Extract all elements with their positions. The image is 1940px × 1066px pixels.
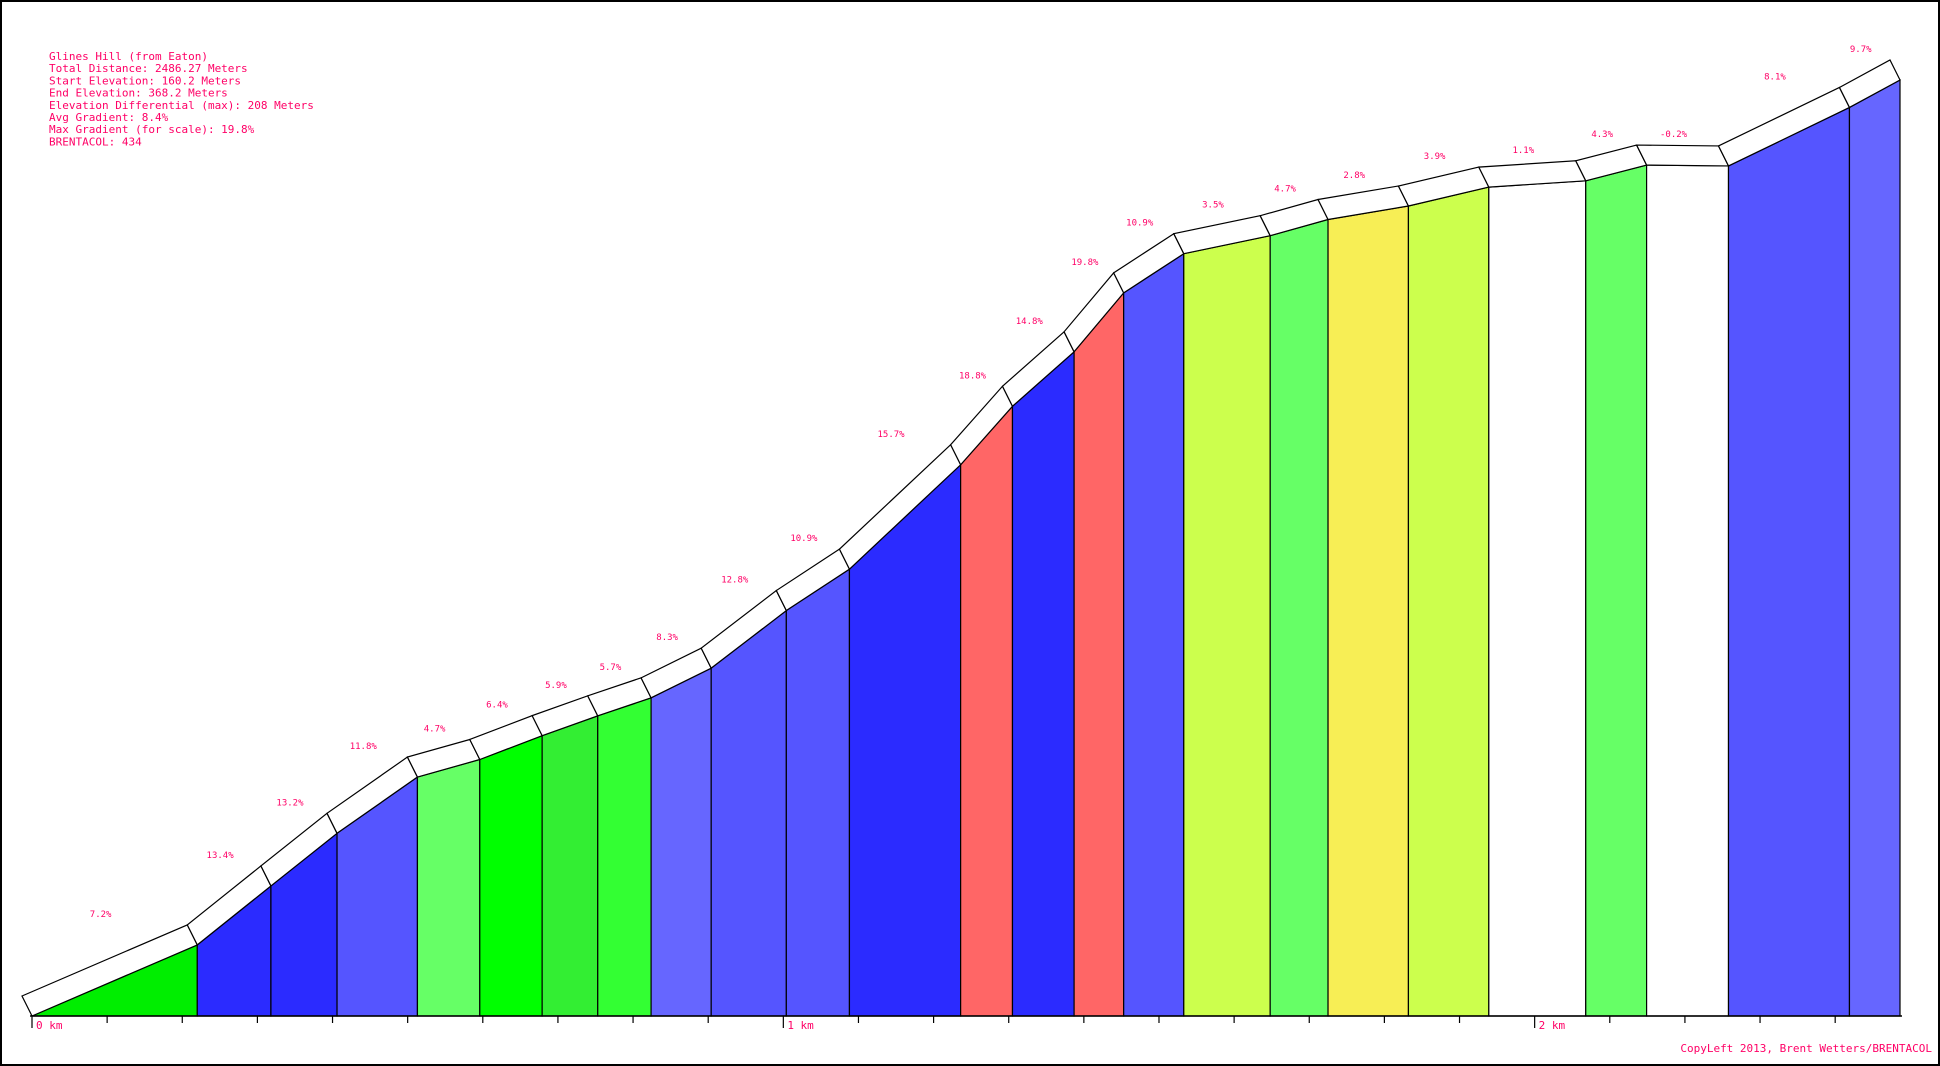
copyleft-footer: CopyLeft 2013, Brent Wetters/BRENTACOL xyxy=(1680,1042,1932,1055)
info-line: Glines Hill (from Eaton) xyxy=(49,50,208,63)
profile-segment-5 xyxy=(416,758,481,1017)
grade-label: 1.1% xyxy=(1512,146,1534,156)
profile-segment-19 xyxy=(1327,205,1410,1017)
grade-label: 9.7% xyxy=(1850,45,1872,55)
grade-label: 10.9% xyxy=(1126,219,1154,229)
grade-label: 6.4% xyxy=(486,701,508,711)
profile-segment-11 xyxy=(785,568,851,1017)
grade-label: 11.8% xyxy=(350,742,378,752)
info-line: BRENTACOL: 434 xyxy=(49,135,142,148)
grade-label: 18.8% xyxy=(959,371,987,381)
grade-label: 5.9% xyxy=(545,681,567,691)
x-tick-label: 1 km xyxy=(787,1019,814,1032)
grade-label: 5.7% xyxy=(600,663,622,673)
profile-segment-21 xyxy=(1488,180,1587,1017)
grade-label: 8.3% xyxy=(656,633,678,643)
segments-layer xyxy=(31,78,1901,1017)
info-line: Avg Gradient: 8.4% xyxy=(49,111,169,124)
grade-label: 15.7% xyxy=(877,430,905,440)
grade-label: 3.9% xyxy=(1424,152,1446,162)
grade-label: -0.2% xyxy=(1660,130,1688,140)
profile-segment-9 xyxy=(650,667,712,1017)
grade-label: 4.7% xyxy=(424,725,446,735)
info-block: Glines Hill (from Eaton)Total Distance: … xyxy=(49,50,314,148)
profile-segment-15 xyxy=(1073,291,1125,1017)
profile-segment-10 xyxy=(710,609,787,1017)
profile-segment-7 xyxy=(541,714,599,1017)
info-line: Max Gradient (for scale): 19.8% xyxy=(49,123,255,136)
grade-label: 14.8% xyxy=(1016,317,1044,327)
ribbon-segment-23 xyxy=(1635,144,1730,167)
profile-segment-23 xyxy=(1646,164,1730,1017)
profile-segment-22 xyxy=(1585,164,1648,1017)
profile-segment-14 xyxy=(1011,350,1075,1017)
info-line: Start Elevation: 160.2 Meters xyxy=(49,74,241,87)
profile-segment-6 xyxy=(479,734,543,1017)
profile-segment-16 xyxy=(1123,252,1185,1017)
info-line: End Elevation: 368.2 Meters xyxy=(49,87,228,100)
grade-label: 4.7% xyxy=(1274,185,1296,195)
ribbon-segment-25 xyxy=(1838,59,1901,109)
x-tick-label: 2 km xyxy=(1539,1019,1566,1032)
profile-segment-25 xyxy=(1848,78,1901,1017)
grade-labels-layer: 7.2% 13.4% 13.2% 11.8% 4.7% 6.4% 5.9% 5.7% 8.3% 1… xyxy=(90,45,1872,920)
ribbon-layer xyxy=(21,59,1901,1017)
x-tick-label: 0 km xyxy=(36,1019,63,1032)
profile-segment-13 xyxy=(960,404,1014,1017)
profile-segment-20 xyxy=(1407,186,1490,1017)
grade-label: 8.1% xyxy=(1764,72,1786,82)
grade-label: 7.2% xyxy=(90,910,112,920)
grade-label: 4.3% xyxy=(1591,130,1613,140)
info-line: Total Distance: 2486.27 Meters xyxy=(49,62,248,75)
grade-label: 10.9% xyxy=(790,534,818,544)
info-line: Elevation Differential (max): 208 Meters xyxy=(49,99,314,112)
grade-label: 12.8% xyxy=(721,576,749,586)
grade-label: 13.4% xyxy=(207,851,235,861)
grade-label: 3.5% xyxy=(1202,201,1224,211)
profile-segment-17 xyxy=(1183,234,1271,1017)
grade-label: 19.8% xyxy=(1071,258,1099,268)
profile-segment-8 xyxy=(597,697,652,1017)
profile-segment-18 xyxy=(1269,218,1329,1017)
grade-label: 13.2% xyxy=(276,798,304,808)
grade-label: 2.8% xyxy=(1343,171,1365,181)
profile-segment-24 xyxy=(1727,106,1851,1017)
x-axis: 0 km 1 km 2 km xyxy=(30,1015,1902,1032)
